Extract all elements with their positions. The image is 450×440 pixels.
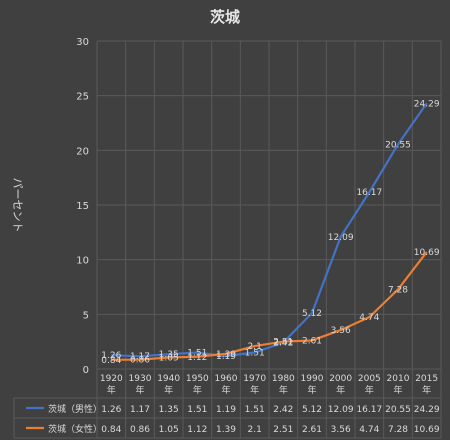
table-cell: 3.56 xyxy=(331,425,351,435)
data-label: 1.26 xyxy=(101,351,121,361)
data-label: 1.17 xyxy=(130,352,150,362)
data-label: 2.1 xyxy=(248,342,262,352)
data-label: 1.05 xyxy=(159,354,179,364)
x-tick-suffix: 年 xyxy=(365,384,374,396)
y-tick-label: 0 xyxy=(83,365,89,376)
x-tick-suffix: 年 xyxy=(250,384,259,396)
x-tick-label: 1960 xyxy=(215,374,238,384)
data-label: 20.55 xyxy=(385,140,411,150)
x-tick-label: 1970 xyxy=(243,374,266,384)
table-cell: 7.28 xyxy=(388,425,408,435)
data-label: 16.17 xyxy=(356,188,382,198)
x-tick-label: 2000 xyxy=(329,374,352,384)
x-tick-suffix: 年 xyxy=(279,384,288,396)
data-label: 10.69 xyxy=(414,248,440,258)
series-line-1 xyxy=(111,102,428,358)
x-tick-suffix: 年 xyxy=(164,384,173,396)
table-cell: 1.51 xyxy=(245,405,265,415)
table-cell: 1.12 xyxy=(187,425,207,435)
table-cell: 1.35 xyxy=(159,405,179,415)
data-label: 12.09 xyxy=(328,233,354,243)
table-cell: 1.05 xyxy=(159,425,179,435)
table-cell: 10.69 xyxy=(414,425,440,435)
table-cell: 1.17 xyxy=(130,405,150,415)
data-label: 2.42 xyxy=(273,339,293,349)
table-cell: 0.86 xyxy=(130,425,150,435)
table-cell: 1.19 xyxy=(216,405,236,415)
grid-lines xyxy=(96,40,442,438)
table-cell: 2.42 xyxy=(273,405,293,415)
x-tick-suffix: 年 xyxy=(107,384,116,396)
x-tick-label: 1930 xyxy=(129,374,152,384)
x-tick-label: 1950 xyxy=(186,374,209,384)
data-label: 1.39 xyxy=(216,350,236,360)
table-cell: 2.51 xyxy=(273,425,293,435)
table-cell: 1.51 xyxy=(187,405,207,415)
table-cell: 0.84 xyxy=(101,425,121,435)
x-tick-suffix: 年 xyxy=(135,384,144,396)
y-tick-label: 15 xyxy=(76,201,89,212)
x-tick-label: 2010 xyxy=(387,374,410,384)
data-labels: 1.26 1.17 1.35 1.51 1.19 1.51 2.42 5.12 12.09 16.… xyxy=(101,99,440,365)
table-cell: 1.26 xyxy=(101,405,121,415)
data-label: 2.51 xyxy=(273,338,293,348)
table-cell: 1.39 xyxy=(216,425,236,435)
y-tick-labels: 0 5 10 15 20 25 30 xyxy=(76,37,89,376)
table-cell: 20.55 xyxy=(385,405,411,415)
x-tick-suffix: 年 xyxy=(193,384,202,396)
chart-title: 茨城 xyxy=(210,8,240,26)
data-label: 1.35 xyxy=(159,350,179,360)
data-label: 1.12 xyxy=(187,353,207,363)
table-cell: 24.29 xyxy=(414,405,440,415)
data-label: 4.74 xyxy=(359,313,379,323)
x-tick-label: 2015 xyxy=(415,374,438,384)
data-table: 1920年1930年1940年1950年1960年1970年1980年1990年… xyxy=(13,374,441,439)
x-tick-suffix: 年 xyxy=(422,384,431,396)
table-cell: 12.09 xyxy=(328,405,354,415)
x-tick-suffix: 年 xyxy=(221,384,230,396)
x-tick-suffix: 年 xyxy=(307,384,316,396)
x-tick-suffix: 年 xyxy=(393,384,402,396)
table-cell: 2.1 xyxy=(248,425,262,435)
y-tick-label: 20 xyxy=(76,146,89,157)
y-tick-label: 10 xyxy=(76,256,89,267)
series-lines xyxy=(111,102,428,361)
data-label: 1.51 xyxy=(245,348,265,358)
data-label: 5.12 xyxy=(302,309,322,319)
data-label: 1.19 xyxy=(216,352,236,362)
table-cell: 5.12 xyxy=(302,405,322,415)
series-line-2 xyxy=(111,251,428,361)
table-cell: 2.61 xyxy=(302,425,322,435)
data-label: 0.86 xyxy=(130,356,150,366)
table-cell: 16.17 xyxy=(356,405,382,415)
x-tick-suffix: 年 xyxy=(336,384,345,396)
x-tick-label: 1990 xyxy=(301,374,324,384)
data-label: 1.51 xyxy=(187,348,207,358)
legend-entry: 茨城（女性） xyxy=(48,423,102,435)
table-cell: 4.74 xyxy=(359,425,379,435)
legend-entry: 茨城（男性） xyxy=(48,403,102,415)
x-tick-label: 1980 xyxy=(272,374,295,384)
y-tick-label: 25 xyxy=(76,92,89,103)
data-label: 7.28 xyxy=(388,285,408,295)
data-label: 3.56 xyxy=(331,326,351,336)
x-tick-label: 2005 xyxy=(358,374,381,384)
x-tick-label: 1920 xyxy=(100,374,123,384)
y-tick-label: 30 xyxy=(76,37,89,48)
data-label: 2.61 xyxy=(302,336,322,346)
y-axis-title: パーセント xyxy=(11,178,24,233)
data-label: 24.29 xyxy=(414,99,440,109)
y-tick-label: 5 xyxy=(83,310,89,321)
x-tick-label: 1940 xyxy=(157,374,180,384)
data-label: 0.84 xyxy=(101,356,121,366)
